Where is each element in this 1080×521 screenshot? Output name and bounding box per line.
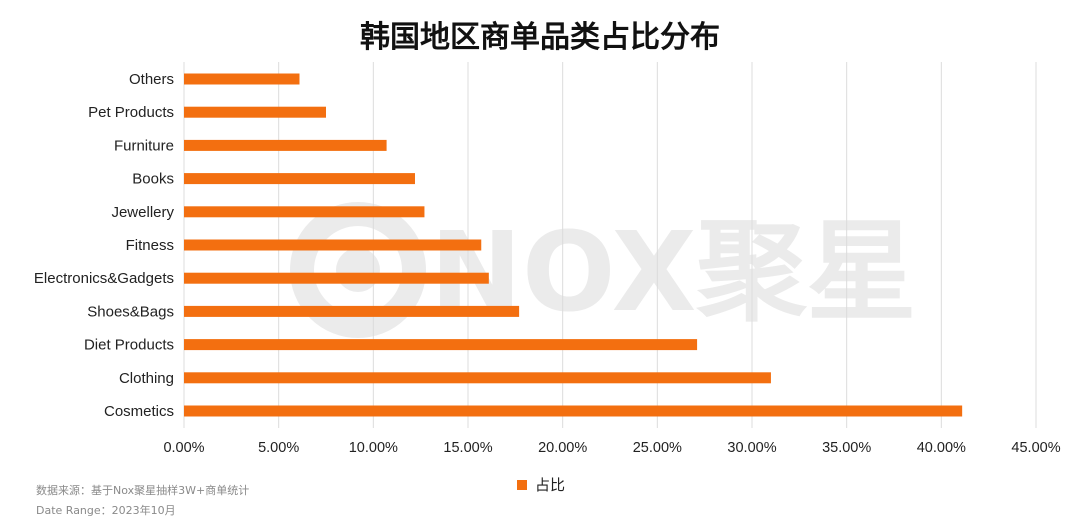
x-tick-labels: 0.00% 5.00% 10.00% 15.00% 20.00% 25.00% 30.00%… — [163, 440, 1060, 456]
category-label: Cosmetics — [104, 403, 174, 420]
category-label: Pet Products — [88, 104, 174, 121]
category-label: Clothing — [119, 370, 174, 387]
bar-jewellery — [184, 206, 425, 218]
bar-pet-products — [184, 106, 326, 118]
legend-label: 占比 — [535, 476, 566, 494]
x-tick-label: 25.00% — [633, 440, 682, 456]
bar-diet-products — [184, 339, 698, 351]
x-tick-label: 10.00% — [349, 440, 398, 456]
category-label: Furniture — [114, 137, 174, 154]
x-tick-label: 45.00% — [1011, 440, 1060, 456]
x-tick-label: 0.00% — [163, 440, 204, 456]
source-line: 数据来源：基于Nox聚星抽样3W+商单统计 — [36, 484, 250, 497]
x-tick-label: 40.00% — [917, 440, 966, 456]
legend-swatch — [517, 479, 527, 490]
category-label: Others — [129, 71, 174, 88]
category-labels: Others Pet Products Furniture Books Jeweller… — [34, 71, 175, 420]
chart-title: 韩国地区商单品类占比分布 — [360, 20, 720, 55]
bar-fitness — [184, 239, 482, 251]
bar-books — [184, 173, 415, 185]
x-tick-label: 30.00% — [727, 440, 776, 456]
bar-others — [184, 73, 300, 85]
category-label: Shoes&Bags — [87, 303, 174, 320]
bar-shoes-bags — [184, 305, 520, 317]
x-tick-label: 15.00% — [443, 440, 492, 456]
bar-furniture — [184, 139, 387, 151]
bar-clothing — [184, 372, 771, 384]
category-label: Books — [132, 171, 174, 188]
x-tick-label: 5.00% — [258, 440, 299, 456]
legend: 占比 — [517, 474, 565, 495]
bar-cosmetics — [184, 405, 963, 417]
x-tick-label: 35.00% — [822, 440, 871, 456]
category-label: Jewellery — [111, 204, 174, 221]
x-tick-label: 20.00% — [538, 440, 587, 456]
bars — [184, 73, 963, 417]
date-range-line: Date Range：2023年10月 — [36, 504, 176, 517]
category-label: Diet Products — [84, 337, 174, 354]
category-label: Fitness — [126, 237, 174, 254]
bar-electronics-gadgets — [184, 272, 489, 284]
source-note: 数据来源：基于Nox聚星抽样3W+商单统计 Date Range：2023年10… — [36, 481, 249, 521]
category-label: Electronics&Gadgets — [34, 270, 174, 287]
